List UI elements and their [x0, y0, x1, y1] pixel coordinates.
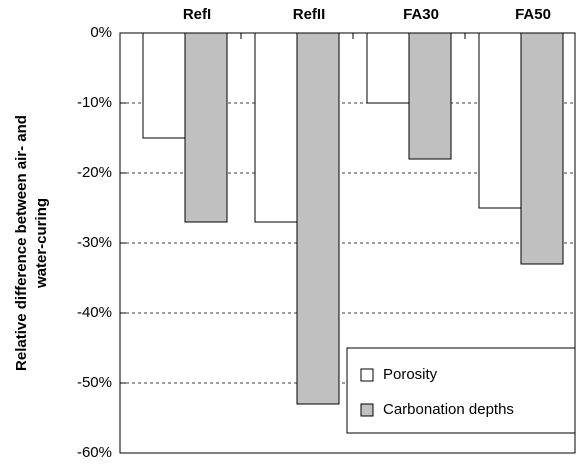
- bar: [184, 32, 228, 223]
- bar: [142, 32, 186, 139]
- bar: [408, 32, 452, 160]
- y-tick-label: -30%: [77, 234, 112, 251]
- x-tick-label: RefI: [183, 6, 211, 23]
- legend-box: [346, 347, 576, 434]
- y-axis-label: water-curing: [33, 198, 50, 289]
- bar: [366, 32, 410, 104]
- y-tick-label: -50%: [77, 374, 112, 391]
- y-tick-label: -60%: [77, 444, 112, 461]
- y-tick-label: -10%: [77, 94, 112, 111]
- y-tick-label: -40%: [77, 304, 112, 321]
- y-axis-label: Relative difference between air- and: [13, 115, 30, 371]
- legend-label: Carbonation depths: [383, 401, 514, 418]
- y-tick-label: 0%: [90, 24, 112, 41]
- x-tick-label: FA50: [515, 6, 551, 23]
- bar: [254, 32, 298, 223]
- legend-swatch: [360, 368, 374, 382]
- legend-swatch: [360, 403, 374, 417]
- x-tick-label: FA30: [403, 6, 439, 23]
- bar: [478, 32, 522, 209]
- y-tick-label: -20%: [77, 164, 112, 181]
- bar: [520, 32, 564, 265]
- bar: [296, 32, 340, 405]
- legend-label: Porosity: [383, 366, 438, 383]
- x-tick-label: RefII: [293, 6, 326, 23]
